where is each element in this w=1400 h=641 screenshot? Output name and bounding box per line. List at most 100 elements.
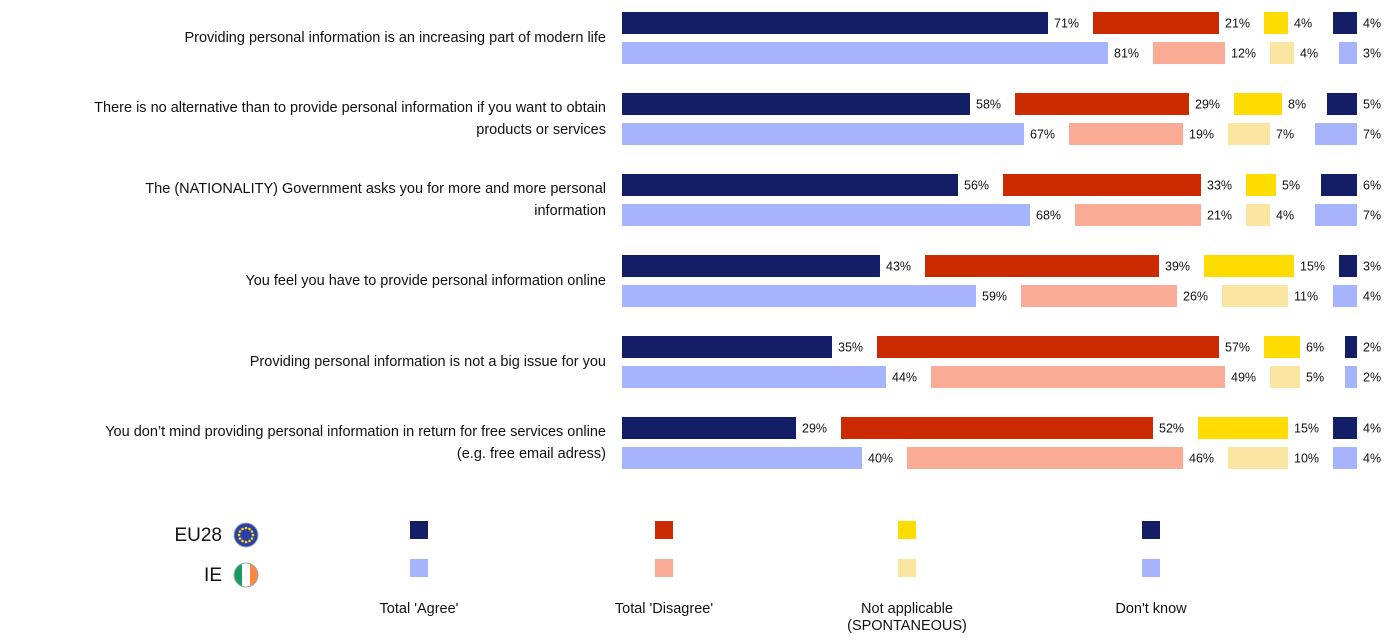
bar-segment (1093, 12, 1219, 34)
value-label: 7% (1276, 127, 1294, 141)
value-label: 2% (1363, 370, 1381, 384)
legend-group-label: IE (204, 565, 222, 586)
bar-segment (622, 447, 862, 469)
legend-label: Total 'Disagree' (614, 601, 714, 617)
bar-segment (1234, 93, 1282, 115)
bar-segment (622, 204, 1030, 226)
value-label: 71% (1054, 16, 1079, 30)
ie-flag-border (233, 562, 259, 588)
category-label: The (NATIONALITY) Government asks you fo… (145, 181, 606, 197)
legend-swatch (1142, 521, 1160, 539)
bar-segment (1333, 447, 1357, 469)
value-label: 12% (1231, 46, 1256, 60)
bar-segment (622, 42, 1108, 64)
category-label: products or services (476, 122, 606, 138)
value-label: 58% (976, 97, 1001, 111)
value-label: 44% (892, 370, 917, 384)
value-label: 5% (1306, 370, 1324, 384)
category-label: There is no alternative than to provide … (94, 100, 606, 116)
bar-segment (622, 12, 1048, 34)
bar-segment (1333, 12, 1357, 34)
value-label: 29% (802, 421, 827, 435)
legend-swatch (410, 521, 428, 539)
category-label: Providing personal information is not a … (250, 354, 606, 370)
bar-segment (1204, 255, 1294, 277)
category-label: (e.g. free email adress) (457, 446, 606, 462)
value-label: 43% (886, 259, 911, 273)
legend-label: Not applicable (SPONTANEOUS) (847, 601, 967, 634)
bar-segment (1333, 285, 1357, 307)
value-label: 5% (1363, 97, 1381, 111)
value-label: 15% (1300, 259, 1325, 273)
bar-segment (1075, 204, 1201, 226)
bar-segment (1339, 255, 1357, 277)
bar-segment (622, 255, 880, 277)
bar-segment (1246, 204, 1270, 226)
value-label: 33% (1207, 178, 1232, 192)
legend-swatch (410, 559, 428, 577)
value-label: 29% (1195, 97, 1220, 111)
bar-segment (1321, 174, 1357, 196)
value-label: 46% (1189, 451, 1214, 465)
bar-segment (1153, 42, 1225, 64)
value-label: 4% (1300, 46, 1318, 60)
bar-segment (622, 285, 976, 307)
value-label: 5% (1282, 178, 1300, 192)
bar-segment (622, 417, 796, 439)
bar-segment (1069, 123, 1183, 145)
legend-swatch (655, 559, 673, 577)
bar-segment (1003, 174, 1201, 196)
bar-segment (931, 366, 1225, 388)
bar-segment (1339, 42, 1357, 64)
value-label: 4% (1363, 421, 1381, 435)
bar-segment (622, 123, 1024, 145)
bar-segment (1315, 204, 1357, 226)
bar-segment (907, 447, 1183, 469)
bar-segment (622, 336, 832, 358)
bar-segment (1246, 174, 1276, 196)
bar-segment (1315, 123, 1357, 145)
legend-swatch (898, 521, 916, 539)
value-label: 4% (1294, 16, 1312, 30)
legend-label: Don't know (1115, 601, 1187, 617)
legend-swatch (898, 559, 916, 577)
value-label: 6% (1306, 340, 1324, 354)
bar-segment (1264, 336, 1300, 358)
value-label: 4% (1363, 451, 1381, 465)
value-label: 3% (1363, 46, 1381, 60)
value-label: 67% (1030, 127, 1055, 141)
bar-segment (877, 336, 1219, 358)
bar-segment (1021, 285, 1177, 307)
category-label: information (534, 203, 606, 219)
bar-segment (1270, 366, 1300, 388)
bar-segment (841, 417, 1153, 439)
legend-group-label: EU28 (174, 525, 222, 546)
bar-segment (622, 366, 886, 388)
bar-segment (1264, 12, 1288, 34)
value-label: 8% (1288, 97, 1306, 111)
bar-segment (1333, 417, 1357, 439)
value-label: 52% (1159, 421, 1184, 435)
value-label: 4% (1363, 16, 1381, 30)
value-label: 10% (1294, 451, 1319, 465)
category-label: Providing personal information is an inc… (184, 30, 606, 46)
value-label: 59% (982, 289, 1007, 303)
value-label: 7% (1363, 127, 1381, 141)
value-label: 39% (1165, 259, 1190, 273)
value-label: 4% (1276, 208, 1294, 222)
value-label: 40% (868, 451, 893, 465)
category-label: You don’t mind providing personal inform… (105, 424, 606, 440)
value-label: 68% (1036, 208, 1061, 222)
value-label: 11% (1294, 289, 1318, 303)
bar-segment (1327, 93, 1357, 115)
value-label: 26% (1183, 289, 1208, 303)
value-label: 6% (1363, 178, 1381, 192)
legend-swatch (655, 521, 673, 539)
bar-segment (925, 255, 1159, 277)
bar-segment (1345, 336, 1357, 358)
value-label: 57% (1225, 340, 1250, 354)
eu-flag (233, 522, 259, 548)
legend-swatch (1142, 559, 1160, 577)
